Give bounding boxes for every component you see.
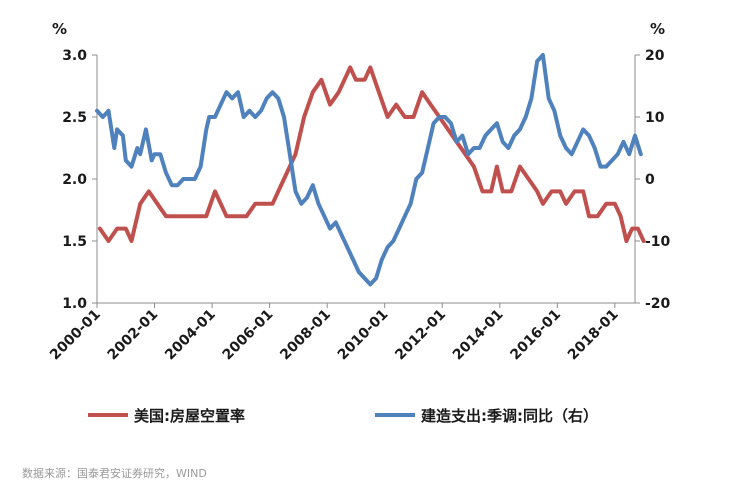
legend-label-vacancy: 美国:房屋空置率 — [134, 407, 245, 425]
x-axis-tick-label: 2012-01 — [392, 307, 449, 364]
legend: 美国:房屋空置率 建造支出:季调:同比（右） — [88, 407, 598, 425]
right-axis-tick-label: 0 — [645, 172, 655, 188]
right-axis-tick-label: 10 — [645, 110, 665, 126]
right-axis-tick-label: -20 — [645, 296, 671, 312]
left-axis-unit: % — [52, 20, 67, 38]
left-axis-tick-label: 2.0 — [62, 172, 87, 188]
x-axis-tick-label: 2004-01 — [162, 307, 219, 364]
x-axis-tick-label: 2010-01 — [335, 307, 392, 364]
right-axis-tick-label: 20 — [645, 48, 665, 64]
x-axis-tick-label: 2006-01 — [220, 307, 277, 364]
x-axis-tick-label: 2002-01 — [105, 307, 162, 364]
x-axis-tick-label: 2008-01 — [277, 307, 334, 364]
legend-label-construction: 建造支出:季调:同比（右） — [421, 407, 598, 425]
left-axis-tick-label: 2.5 — [62, 110, 87, 126]
right-axis-unit: % — [650, 20, 665, 38]
series-line-vacancy-rate — [97, 65, 646, 243]
left-axis-tick-label: 3.0 — [62, 48, 87, 64]
right-axis-tick-label: -10 — [645, 234, 671, 250]
x-axis-tick-label: 2014-01 — [450, 307, 507, 364]
source-note: 数据来源：国泰君安证券研究，WIND — [22, 467, 207, 480]
left-axis-tick-label: 1.5 — [62, 234, 87, 250]
x-axis-tick-label: 2018-01 — [565, 307, 622, 364]
left-axis-tick-label: 1.0 — [62, 296, 87, 312]
x-axis-tick-label: 2000-01 — [47, 307, 104, 364]
series-lines — [95, 53, 646, 287]
x-axis-tick-label: 2016-01 — [507, 307, 564, 364]
series-line-construction-spending — [95, 53, 643, 287]
